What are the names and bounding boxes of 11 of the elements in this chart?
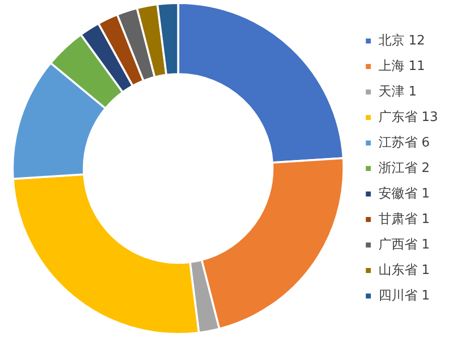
legend-label: 甘肃省 1 — [378, 212, 430, 227]
legend-label: 四川省 1 — [378, 288, 430, 304]
legend-label: 北京 12 — [378, 33, 426, 48]
legend-label: 浙江省 2 — [378, 160, 430, 176]
legend-label: 广东省 13 — [378, 110, 438, 125]
legend-label: 江苏省 6 — [378, 135, 430, 150]
legend-label: 广西省 1 — [378, 237, 430, 252]
legend-label: 安徽省 1 — [378, 185, 430, 202]
legend-label: 天津 1 — [378, 84, 417, 100]
legend-label: 上海 11 — [378, 58, 426, 74]
legend-label: 山东省 1 — [378, 262, 430, 278]
